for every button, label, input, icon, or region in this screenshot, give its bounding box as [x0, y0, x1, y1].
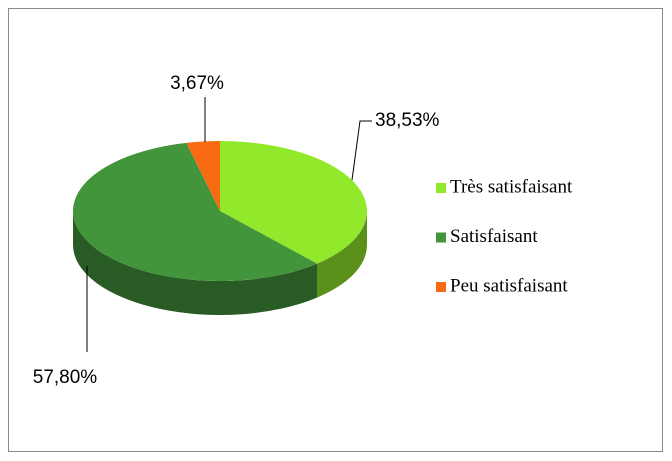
slice-side	[72, 211, 318, 315]
data-label: 38,53%	[375, 110, 440, 131]
slice	[72, 142, 318, 282]
data-label: 57,80%	[33, 367, 98, 388]
legend-swatch	[436, 282, 446, 292]
slice	[186, 141, 220, 211]
leader-line	[351, 120, 372, 181]
legend-label: Très satisfaisant	[450, 176, 573, 197]
slice	[220, 141, 367, 264]
legend-swatch	[436, 232, 446, 243]
legend-label: Satisfaisant	[450, 226, 538, 247]
data-label: 3,67%	[170, 73, 224, 94]
legend-label: Peu satisfaisant	[450, 275, 568, 296]
slice-side	[317, 211, 367, 298]
legend-swatch	[436, 183, 446, 193]
